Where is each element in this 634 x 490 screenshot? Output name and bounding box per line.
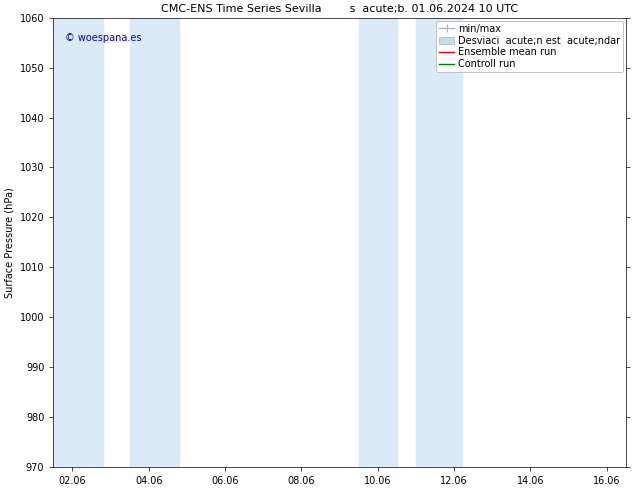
- Bar: [130, 18, 179, 467]
- Title: CMC-ENS Time Series Sevilla        s  acute;b. 01.06.2024 10 UTC: CMC-ENS Time Series Sevilla s acute;b. 0…: [161, 4, 518, 14]
- Bar: [53, 18, 103, 467]
- Bar: [359, 18, 397, 467]
- Bar: [416, 18, 462, 467]
- Text: © woespana.es: © woespana.es: [65, 33, 141, 44]
- Y-axis label: Surface Pressure (hPa): Surface Pressure (hPa): [4, 187, 14, 297]
- Legend: min/max, Desviaci  acute;n est  acute;ndar, Ensemble mean run, Controll run: min/max, Desviaci acute;n est acute;ndar…: [436, 21, 623, 73]
